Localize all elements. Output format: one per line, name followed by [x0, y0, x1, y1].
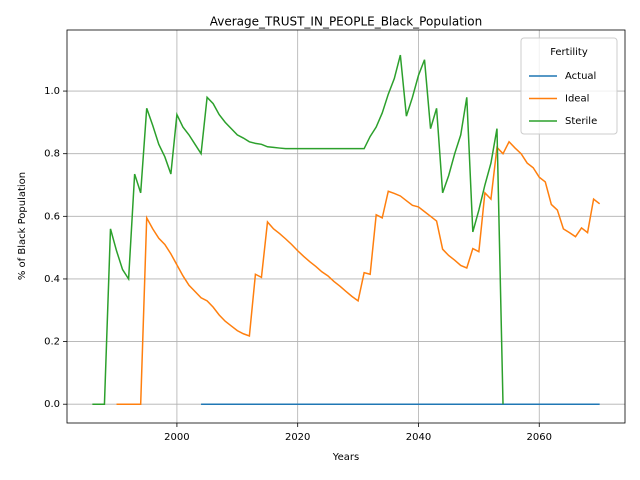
y-tick-label: 0.6	[44, 211, 60, 222]
legend-title: Fertility	[550, 47, 588, 58]
x-tick-label: 2040	[406, 432, 431, 443]
series-line	[92, 54, 504, 405]
legend-box	[520, 37, 618, 135]
x-tick-label: 2000	[164, 432, 189, 443]
legend-label: Ideal	[565, 94, 589, 105]
y-tick-label: 0.8	[44, 149, 60, 160]
legend-label: Sterile	[565, 116, 597, 127]
lines	[92, 54, 601, 405]
y-tick-label: 1.0	[44, 86, 60, 97]
chart-title: Average_TRUST_IN_PEOPLE_Black_Population	[210, 15, 482, 29]
x-tick-label: 2020	[285, 432, 310, 443]
series-line	[116, 140, 601, 405]
plot-frame	[66, 29, 626, 424]
y-axis-label: % of Black Population	[17, 172, 28, 280]
legend: Fertility Actual Ideal Sterile	[520, 37, 618, 135]
y-tick-label: 0.2	[44, 337, 60, 348]
y-tick-label: 0.0	[44, 399, 60, 410]
x-tick-label: 2060	[527, 432, 552, 443]
legend-label: Actual	[565, 71, 596, 82]
y-tick-label: 0.4	[44, 274, 60, 285]
x-axis-label: Years	[332, 452, 359, 463]
